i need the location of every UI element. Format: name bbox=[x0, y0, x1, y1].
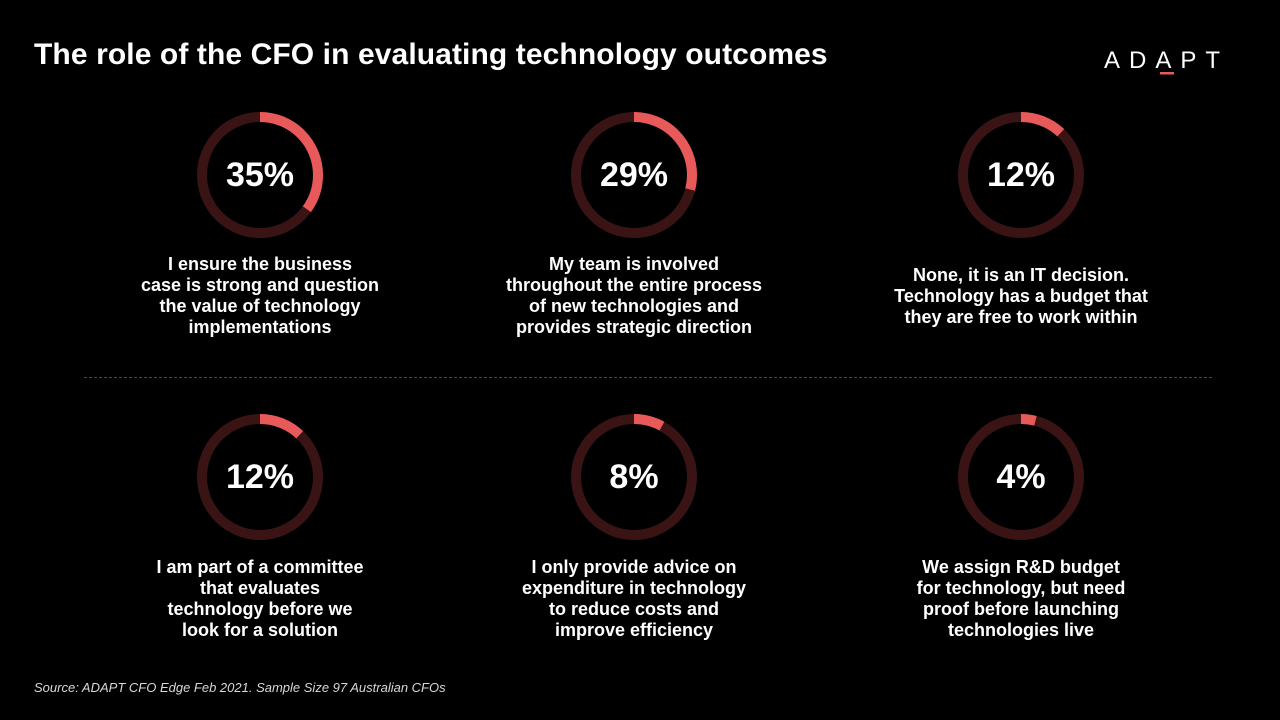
donut-percent-label: 4% bbox=[996, 458, 1046, 496]
donut-value-arc bbox=[197, 414, 323, 540]
donut-3 bbox=[958, 112, 1084, 238]
source-note: Source: ADAPT CFO Edge Feb 2021. Sample … bbox=[34, 680, 446, 695]
donut-caption: I only provide advice on expenditure in … bbox=[521, 557, 747, 640]
donut-2 bbox=[571, 112, 697, 238]
donut-value-arc bbox=[197, 112, 323, 238]
donut-percent-label: 12% bbox=[225, 458, 295, 496]
logo-wordmark: ADAPT bbox=[1104, 47, 1229, 74]
donut-caption: I ensure the business case is strong and… bbox=[140, 254, 380, 337]
donut-value-arc bbox=[571, 414, 697, 540]
donut-value-arc bbox=[958, 112, 1084, 238]
donut-caption: My team is involved throughout the entir… bbox=[505, 254, 763, 337]
donut-caption: None, it is an IT decision. Technology h… bbox=[894, 264, 1148, 327]
adapt-logo: ADAPT bbox=[1104, 47, 1229, 75]
donut-percent-label: 12% bbox=[986, 156, 1056, 194]
donut-1 bbox=[197, 112, 323, 238]
donut-value-arc bbox=[958, 414, 1084, 540]
page-title: The role of the CFO in evaluating techno… bbox=[34, 38, 828, 71]
donut-caption: I am part of a committee that evaluates … bbox=[156, 557, 364, 640]
donut-percent-label: 29% bbox=[599, 156, 669, 194]
donut-5 bbox=[571, 414, 697, 540]
donut-percent-label: 35% bbox=[225, 156, 295, 194]
donut-percent-label: 8% bbox=[609, 458, 659, 496]
logo-underline bbox=[1160, 72, 1174, 75]
donut-caption: We assign R&D budget for technology, but… bbox=[916, 557, 1126, 640]
donut-4 bbox=[197, 414, 323, 540]
row-divider bbox=[84, 377, 1212, 378]
donut-6 bbox=[958, 414, 1084, 540]
donut-value-arc bbox=[571, 112, 697, 238]
